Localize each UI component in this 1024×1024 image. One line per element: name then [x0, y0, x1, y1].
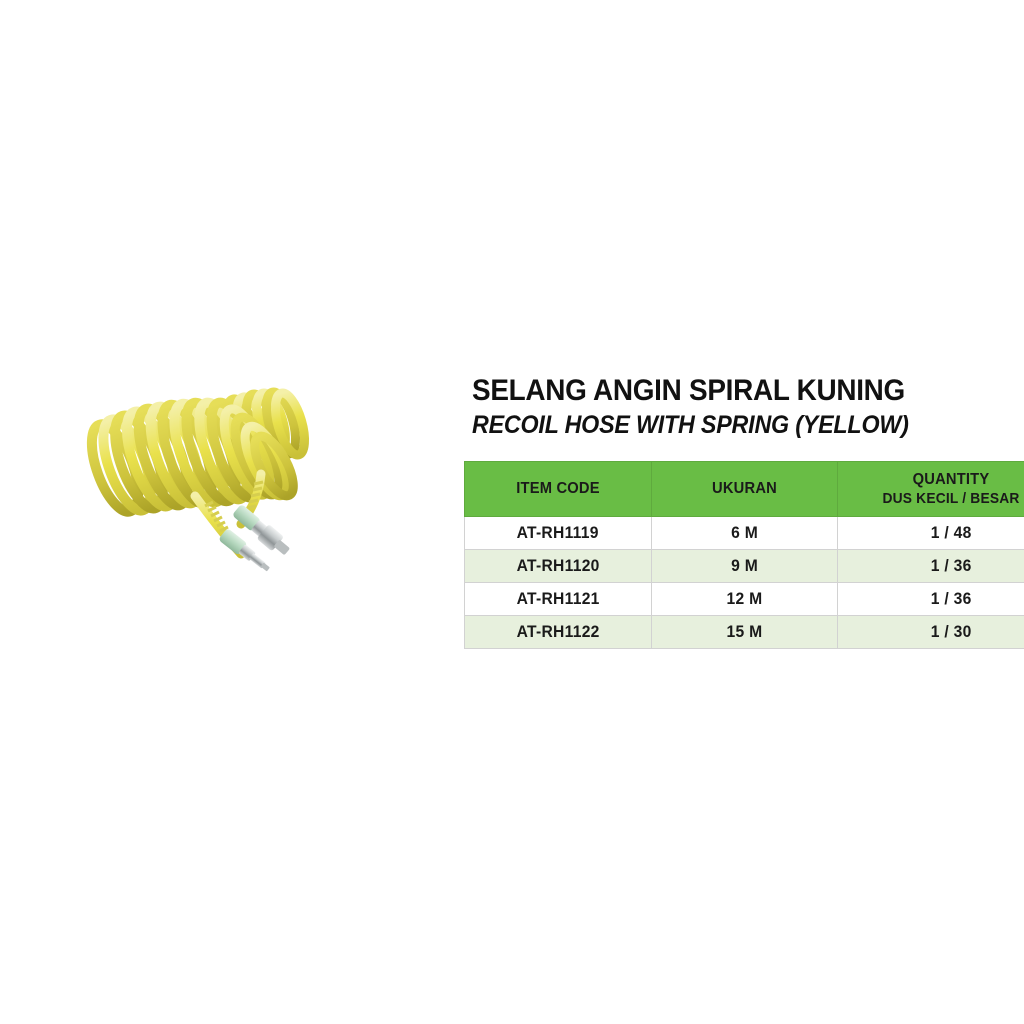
spec-table-container: ITEM CODE UKURAN QUANTITY DUS KECIL / BE… — [464, 461, 1024, 649]
column-header-quantity: QUANTITY DUS KECIL / BESAR — [837, 461, 1024, 517]
cell-quantity-text: 1 / 30 — [930, 622, 972, 641]
table-row: AT-RH1120 9 M 1 / 36 — [464, 549, 1024, 583]
table-header: ITEM CODE UKURAN QUANTITY DUS KECIL / BE… — [464, 461, 1024, 517]
column-header-quantity-sublabel: DUS KECIL / BESAR — [882, 489, 1020, 507]
table-row: AT-RH1122 15 M 1 / 30 — [464, 615, 1024, 649]
cell-ukuran-text: 6 M — [731, 523, 758, 542]
cell-quantity-text: 1 / 36 — [930, 589, 972, 608]
cell-quantity: 1 / 30 — [837, 615, 1024, 649]
specification-table: ITEM CODE UKURAN QUANTITY DUS KECIL / BE… — [464, 461, 1024, 649]
table-row: AT-RH1121 12 M 1 / 36 — [464, 582, 1024, 616]
column-header-ukuran: UKURAN — [651, 461, 838, 517]
column-header-item-code-label: ITEM CODE — [516, 479, 600, 497]
cell-ukuran-text: 15 M — [726, 622, 763, 641]
cell-item-code-text: AT-RH1122 — [516, 622, 600, 641]
cell-quantity-text: 1 / 36 — [930, 556, 972, 575]
cell-item-code: AT-RH1119 — [464, 516, 652, 550]
cell-quantity: 1 / 36 — [837, 582, 1024, 616]
recoil-hose-illustration — [45, 368, 365, 578]
column-header-item-code: ITEM CODE — [464, 461, 652, 517]
cell-quantity: 1 / 36 — [837, 549, 1024, 583]
page-title: SELANG ANGIN SPIRAL KUNING — [472, 374, 905, 407]
cell-ukuran-text: 9 M — [731, 556, 758, 575]
page-subtitle: RECOIL HOSE WITH SPRING (YELLOW) — [472, 410, 909, 439]
cell-quantity: 1 / 48 — [837, 516, 1024, 550]
cell-quantity-text: 1 / 48 — [930, 523, 972, 542]
cell-item-code-text: AT-RH1120 — [516, 556, 600, 575]
product-image — [45, 368, 365, 578]
table-row: AT-RH1119 6 M 1 / 48 — [464, 516, 1024, 550]
cell-ukuran-text: 12 M — [726, 589, 763, 608]
cell-item-code-text: AT-RH1121 — [516, 589, 600, 608]
cell-item-code: AT-RH1121 — [464, 582, 652, 616]
cell-item-code: AT-RH1122 — [464, 615, 652, 649]
cell-ukuran: 6 M — [651, 516, 838, 550]
table-body: AT-RH1119 6 M 1 / 48 AT-RH1120 9 M 1 / 3… — [464, 516, 1024, 649]
cell-ukuran: 12 M — [651, 582, 838, 616]
cell-ukuran: 9 M — [651, 549, 838, 583]
cell-item-code: AT-RH1120 — [464, 549, 652, 583]
cell-item-code-text: AT-RH1119 — [516, 523, 600, 542]
table-header-row: ITEM CODE UKURAN QUANTITY DUS KECIL / BE… — [464, 461, 1024, 517]
product-info: SELANG ANGIN SPIRAL KUNING RECOIL HOSE W… — [472, 375, 1024, 439]
column-header-ukuran-label: UKURAN — [712, 479, 777, 497]
cell-ukuran: 15 M — [651, 615, 838, 649]
column-header-quantity-label: QUANTITY — [912, 471, 990, 489]
